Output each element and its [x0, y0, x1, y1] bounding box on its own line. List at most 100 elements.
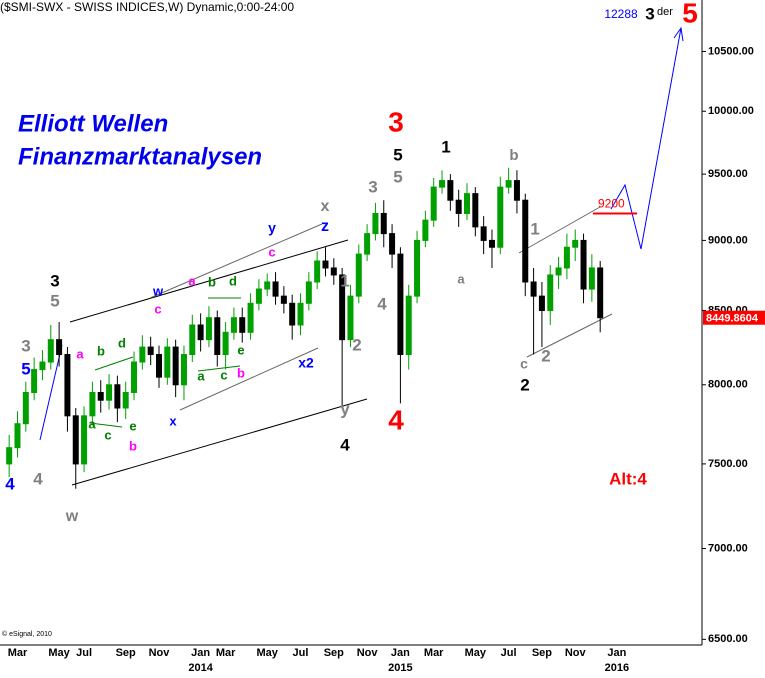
wave-label: 5: [393, 167, 402, 186]
candle-body: [222, 331, 229, 356]
candle-body: [480, 226, 487, 241]
candle-body: [588, 267, 595, 290]
wave-label: 4: [377, 294, 387, 313]
wave-label: 2: [352, 335, 361, 354]
wave-label: 1: [441, 137, 450, 156]
wave-label: c: [268, 244, 275, 259]
wave-label: b: [509, 147, 518, 164]
candle-body: [380, 212, 387, 235]
projection-line: [610, 27, 682, 250]
wave-label: 3: [388, 106, 404, 137]
channel-line: [69, 239, 349, 323]
candle-body: [455, 199, 462, 214]
x-year-label: 2016: [605, 662, 629, 674]
wave-label: x: [321, 198, 330, 215]
x-year-label: 2014: [188, 662, 213, 674]
wave-label: c: [220, 367, 227, 382]
x-tick-label: Jul: [293, 647, 309, 659]
candle-body: [239, 317, 246, 333]
wave-label: y: [268, 220, 276, 236]
candle-body: [139, 346, 146, 363]
candle-body: [355, 253, 362, 297]
last-price-label: 8449.8604: [706, 313, 759, 325]
candle-body: [538, 295, 545, 311]
x-tick-label: Sep: [324, 647, 344, 659]
wave-label: d: [118, 335, 126, 350]
x-tick-label: Jan: [391, 647, 410, 659]
candle-body: [31, 369, 38, 393]
wave-label: z: [321, 218, 329, 235]
candle-body: [389, 233, 396, 255]
candle-body: [488, 239, 495, 248]
x-tick-label: Jul: [76, 647, 92, 659]
wave-label: 3: [368, 177, 377, 196]
candle-body: [39, 361, 46, 371]
candle-body: [164, 346, 171, 378]
candle-body: [513, 180, 520, 201]
candle-body: [364, 233, 371, 255]
candle-body: [397, 253, 404, 356]
x-tick-label: Sep: [116, 647, 136, 659]
candle-body: [447, 180, 454, 201]
candle-body: [547, 274, 554, 311]
wave-label: w: [152, 283, 164, 298]
wave-label: der: [657, 6, 673, 18]
wave-label: c: [104, 427, 111, 442]
overlay-title: Elliott Wellen: [18, 110, 168, 137]
candle-body: [430, 186, 437, 221]
x-tick-label: Nov: [357, 647, 379, 659]
candle-body: [56, 339, 63, 356]
candle-body: [22, 391, 29, 425]
candle-body: [47, 339, 54, 363]
wave-label: 2: [520, 375, 529, 394]
wave-label: 5: [682, 0, 698, 28]
x-tick-label: Jan: [191, 647, 210, 659]
wave-label: w: [65, 508, 79, 525]
wave-label: 1: [340, 271, 349, 290]
x-tick-label: Mar: [8, 647, 28, 659]
wave-label: 4: [388, 404, 404, 435]
candle-body: [289, 302, 296, 326]
y-tick-label: 10500.00: [708, 45, 754, 57]
wave-label: b: [237, 365, 245, 380]
wave-label: Alt:4: [609, 469, 647, 488]
last-price-box: [703, 310, 765, 325]
x-tick-label: Mar: [216, 647, 236, 659]
x-tick-label: Sep: [532, 647, 552, 659]
candle-body: [272, 281, 279, 297]
candle-body: [180, 354, 187, 386]
candle-body: [156, 354, 162, 378]
wave-label: 5: [21, 359, 30, 378]
candle-body: [106, 384, 113, 401]
y-tick-label: 7500.00: [708, 458, 748, 470]
candle-body: [305, 281, 312, 304]
wave-label: d: [229, 273, 237, 288]
credit: © eSignal, 2010: [2, 630, 52, 638]
candle-body: [597, 267, 604, 319]
channel-line: [526, 313, 613, 358]
wave-label: a: [88, 416, 96, 431]
channel-line: [179, 347, 319, 411]
y-tick-label: 7000.00: [708, 542, 748, 554]
x-tick-label: Jan: [607, 647, 626, 659]
wave-label: a: [188, 273, 196, 288]
wave-label: e: [237, 342, 244, 357]
candle-body: [97, 391, 104, 401]
y-tick-label: 9500.00: [708, 168, 748, 180]
candle-body: [322, 260, 329, 269]
trend-lines: [39, 26, 684, 486]
wave-label: a: [457, 271, 465, 286]
wave-label: x: [169, 413, 177, 428]
wave-label: 5: [50, 291, 59, 310]
candle-body: [197, 324, 204, 341]
wave-label: a: [76, 346, 84, 361]
candle-body: [297, 302, 304, 326]
candle-body: [314, 260, 321, 283]
y-tick-label: 6500.00: [708, 633, 748, 645]
candle-body: [347, 295, 354, 341]
candle-body: [122, 391, 129, 409]
candle-body: [230, 317, 237, 333]
